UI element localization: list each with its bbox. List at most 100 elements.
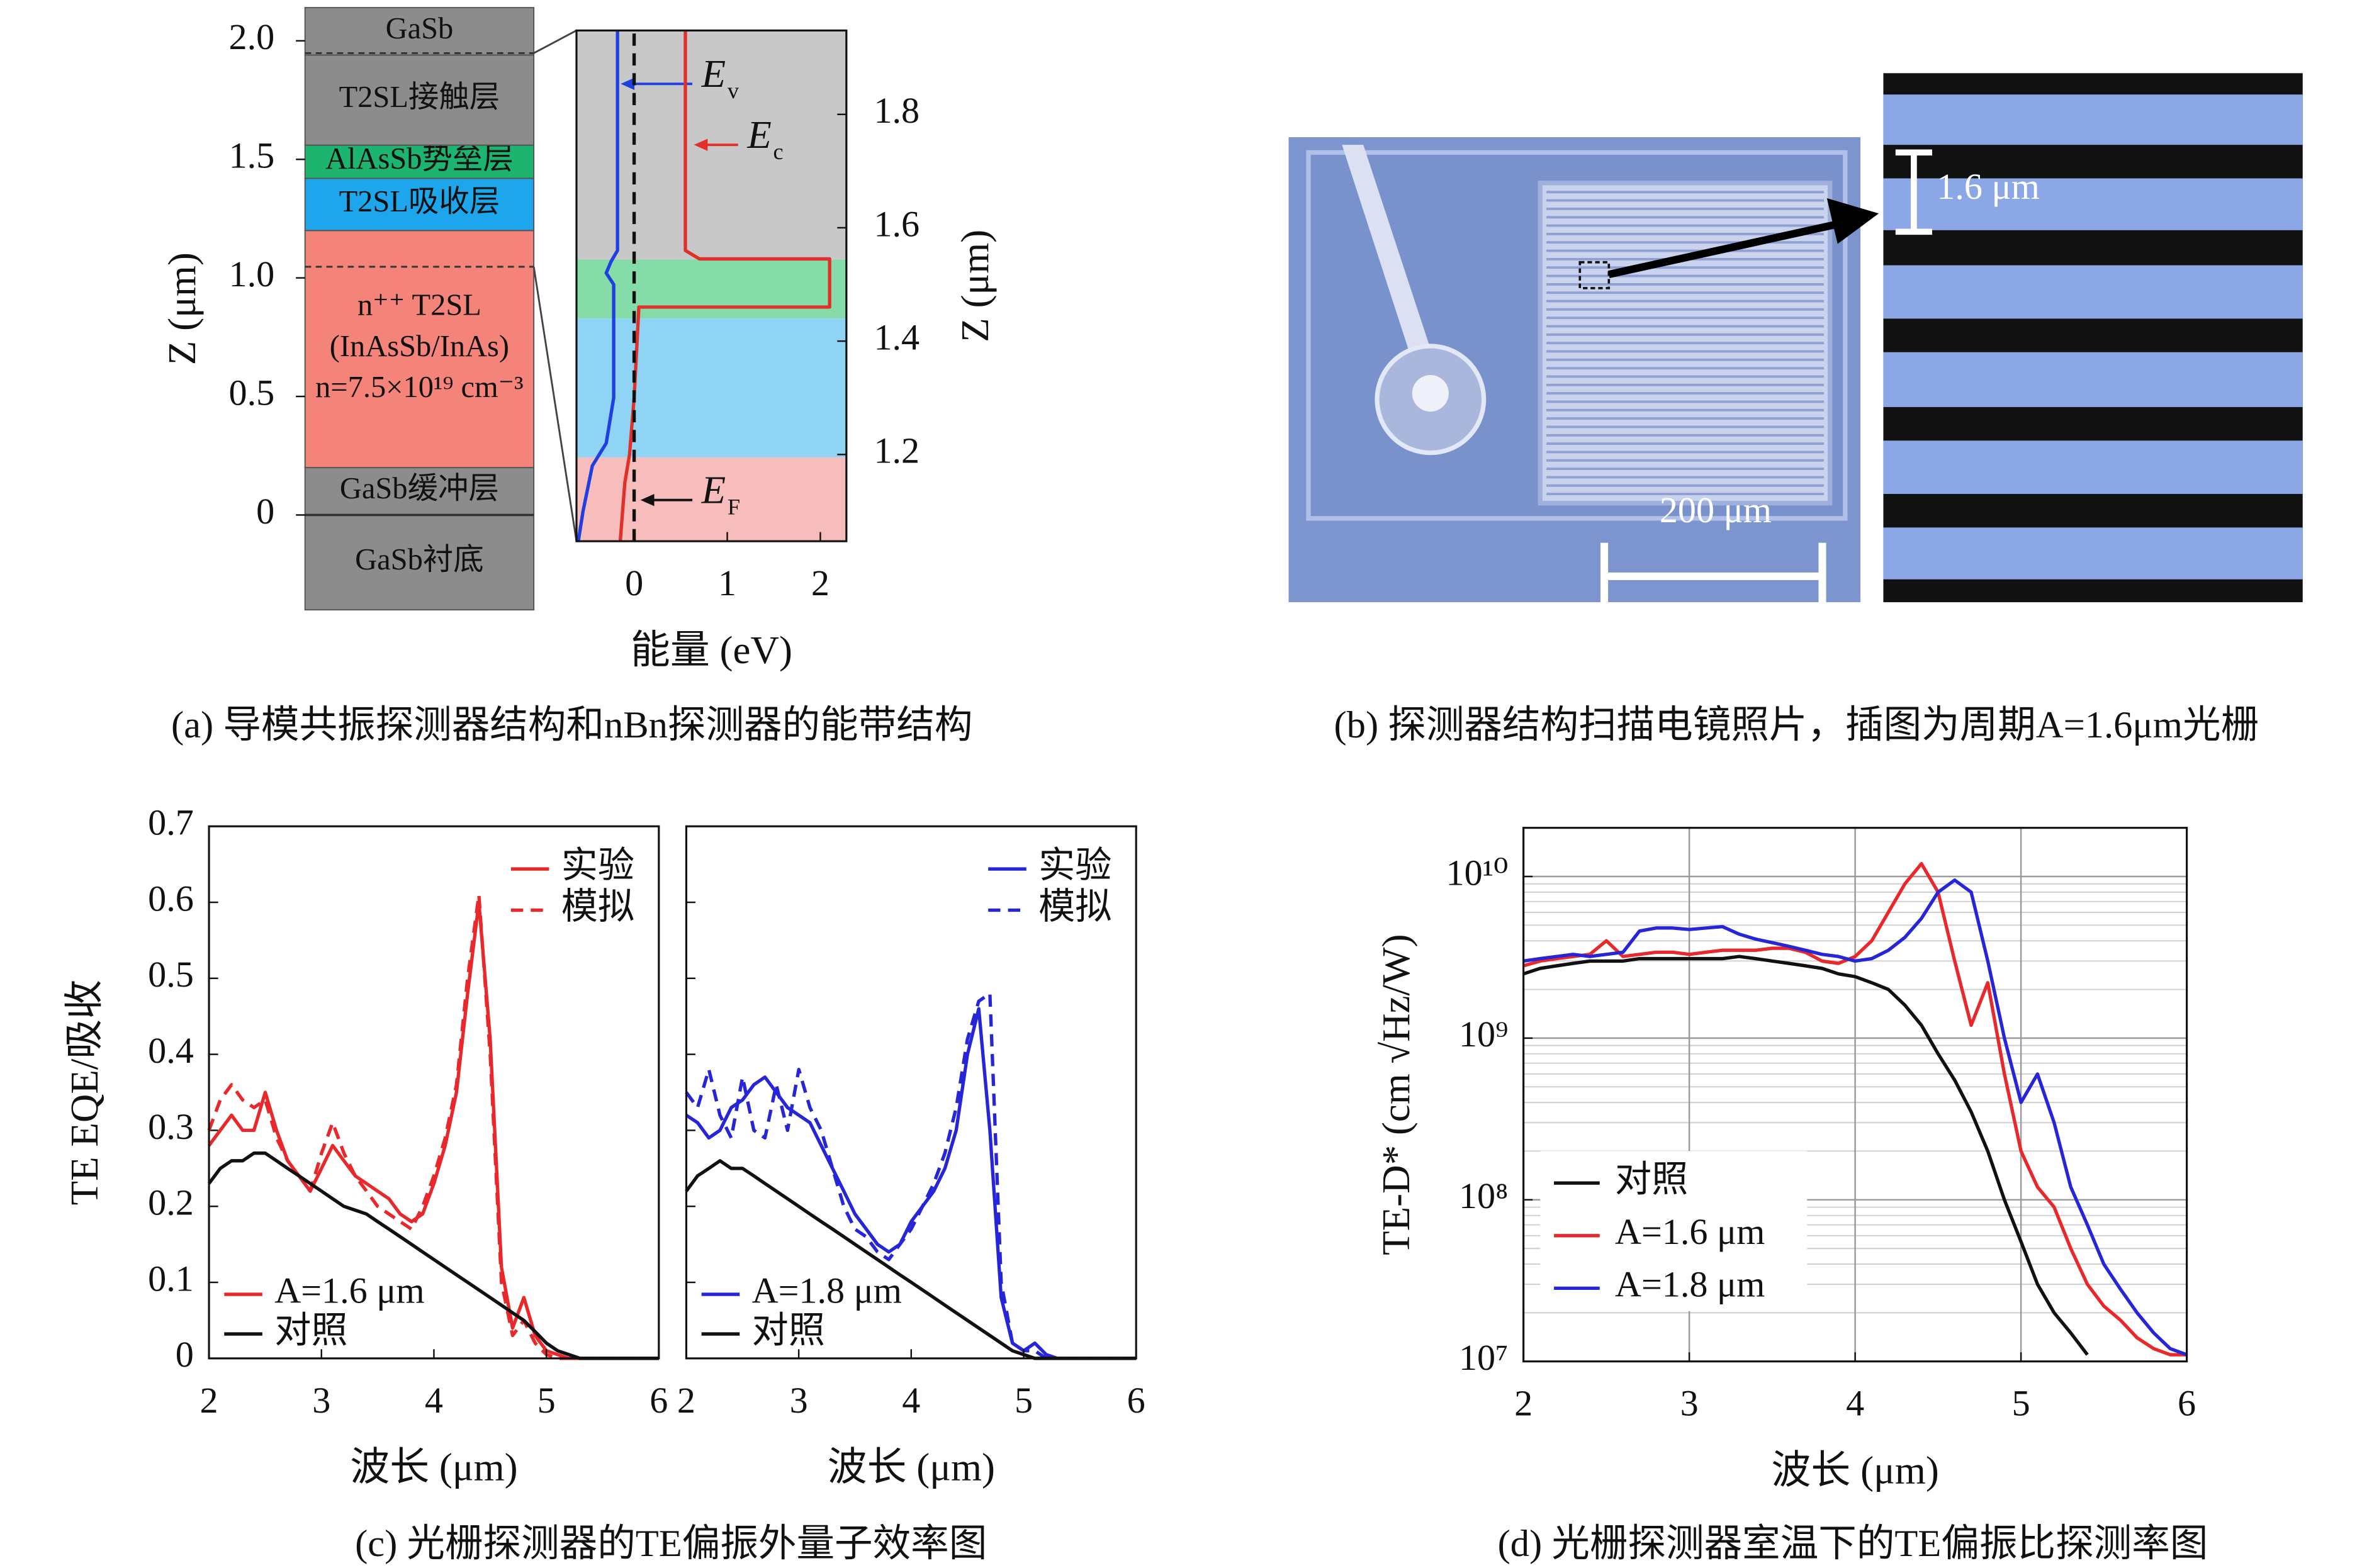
series-label: E (701, 52, 726, 96)
y-tick-label: 10⁸ (1459, 1175, 1508, 1216)
layer (304, 467, 535, 516)
inset-stripe (1883, 352, 2303, 407)
layer-label: n⁺⁺ T2SL (357, 288, 481, 322)
x-tick-label: 3 (312, 1380, 330, 1421)
plot-frame (575, 29, 848, 542)
caption: (b) 探测器结构扫描电镜照片，插图为周期A=1.6μm光栅 (1334, 704, 2259, 746)
legend-label: A=1.8 μm (1615, 1264, 1765, 1305)
x-tick-label: 2 (677, 1380, 695, 1421)
label-arrow-head (640, 494, 655, 507)
layer (304, 144, 535, 179)
x-tick-label: 1 (718, 563, 736, 603)
layer (304, 514, 535, 611)
layer (304, 54, 535, 146)
y-tick-label: 0.7 (148, 802, 194, 843)
label-arrow-head (621, 77, 635, 90)
y-tick-label: 2.0 (229, 16, 275, 57)
scale-label: 200 μm (1660, 490, 1772, 530)
x-axis-label: 波长 (μm) (828, 1445, 995, 1489)
layer-label: (InAsSb/InAs) (330, 330, 509, 363)
sem-photo: 200 μm 1.6 μm (1288, 73, 2303, 604)
y-tick-label: 0.2 (148, 1182, 194, 1223)
layer-label: T2SL接触层 (339, 81, 500, 114)
inset-background (1883, 73, 2303, 603)
y-tick-label: 0.1 (148, 1258, 194, 1299)
y-tick-label: 1.2 (874, 430, 920, 471)
y-tick-label: 1.0 (229, 254, 275, 294)
series-line (576, 30, 619, 542)
x-tick-label: 0 (625, 563, 643, 603)
zoom-connector (533, 30, 577, 54)
x-axis-label: 波长 (μm) (350, 1445, 517, 1489)
legend-label: 模拟 (1038, 886, 1111, 927)
inset-stripe (1883, 178, 2303, 230)
legend-label: 实验 (1038, 844, 1111, 885)
x-tick-label: 4 (425, 1380, 443, 1421)
x-tick-label: 2 (200, 1380, 218, 1421)
legend-box (1540, 1151, 1808, 1311)
x-tick-label: 3 (1680, 1383, 1699, 1424)
x-tick-label: 2 (1514, 1383, 1533, 1424)
series-label: E (701, 468, 726, 512)
region (576, 259, 846, 319)
layer-label: GaSb缓冲层 (340, 472, 499, 505)
legend-label: A=1.6 μm (1615, 1211, 1765, 1252)
x-tick-label: 2 (811, 563, 830, 603)
legend-label: 对照 (752, 1309, 825, 1350)
region (576, 318, 846, 457)
caption: (d) 光栅探测器室温下的TE偏振比探测率图 (1498, 1523, 2208, 1565)
plot-frame (1522, 827, 2188, 1363)
layer-label: AlAsSb势垒层 (325, 142, 514, 176)
y-tick-label: 10⁹ (1459, 1014, 1508, 1055)
series-line (1522, 955, 2089, 1356)
y-tick-label: 0 (256, 491, 274, 532)
inset-stripe (1883, 265, 2303, 319)
y-tick-label: 10⁷ (1459, 1337, 1508, 1378)
y-tick-label: 0 (176, 1334, 194, 1375)
legend-label: 实验 (561, 844, 634, 885)
y-tick-label: 0.4 (148, 1030, 194, 1071)
inset-scale-label: 1.6 μm (1937, 166, 2040, 207)
x-tick-label: 6 (650, 1380, 668, 1421)
x-axis-label: 波长 (μm) (1771, 1448, 1938, 1492)
y-tick-label: 0.5 (229, 372, 275, 413)
y-tick-label: 0.6 (148, 878, 194, 919)
legend-label: A=1.8 μm (752, 1270, 902, 1311)
legend-label: 对照 (274, 1309, 347, 1350)
probe-wire (1342, 145, 1441, 384)
zoom-connector (532, 266, 578, 542)
inset-stripe (1883, 440, 2303, 495)
legend-label: 对照 (1615, 1159, 1688, 1200)
x-tick-label: 4 (902, 1380, 920, 1421)
series-line (1522, 861, 2187, 1357)
x-tick-label: 5 (1015, 1380, 1033, 1421)
x-tick-label: 5 (2012, 1383, 2030, 1424)
inset-stripe (1883, 94, 2303, 145)
layer-label: GaSb (386, 12, 454, 45)
x-axis-label: 能量 (eV) (631, 628, 792, 672)
x-tick-label: 6 (2178, 1383, 2196, 1424)
series-line (1523, 878, 2188, 1357)
series-label-sub: v (728, 78, 740, 103)
bond-ball (1412, 375, 1449, 412)
series-label: E (746, 113, 771, 157)
series-line (618, 30, 831, 542)
series-label-sub: F (728, 495, 740, 520)
inset-stripe (1883, 527, 2303, 580)
x-tick-label: 4 (1846, 1383, 1864, 1424)
y-tick-label: 1.5 (229, 135, 275, 176)
zoom-box (1578, 260, 1611, 289)
y-axis-label: Z (μm) (160, 252, 204, 365)
y-axis-label: TE-D* (cm √Hz/W) (1374, 934, 1418, 1255)
label-arrow-head (694, 138, 708, 151)
x-tick-label: 5 (537, 1380, 556, 1421)
grating-lines (1546, 191, 1824, 495)
y-tick-label: 1.6 (874, 203, 920, 244)
layer-label: n=7.5×10¹⁹ cm⁻³ (315, 371, 524, 404)
layer (304, 7, 535, 56)
layer (304, 230, 535, 469)
y-axis-label: TE EQE/吸收 (62, 980, 106, 1206)
caption: (c) 光栅探测器的TE偏振外量子效率图 (355, 1523, 987, 1565)
y-tick-label: 1.8 (874, 90, 920, 131)
